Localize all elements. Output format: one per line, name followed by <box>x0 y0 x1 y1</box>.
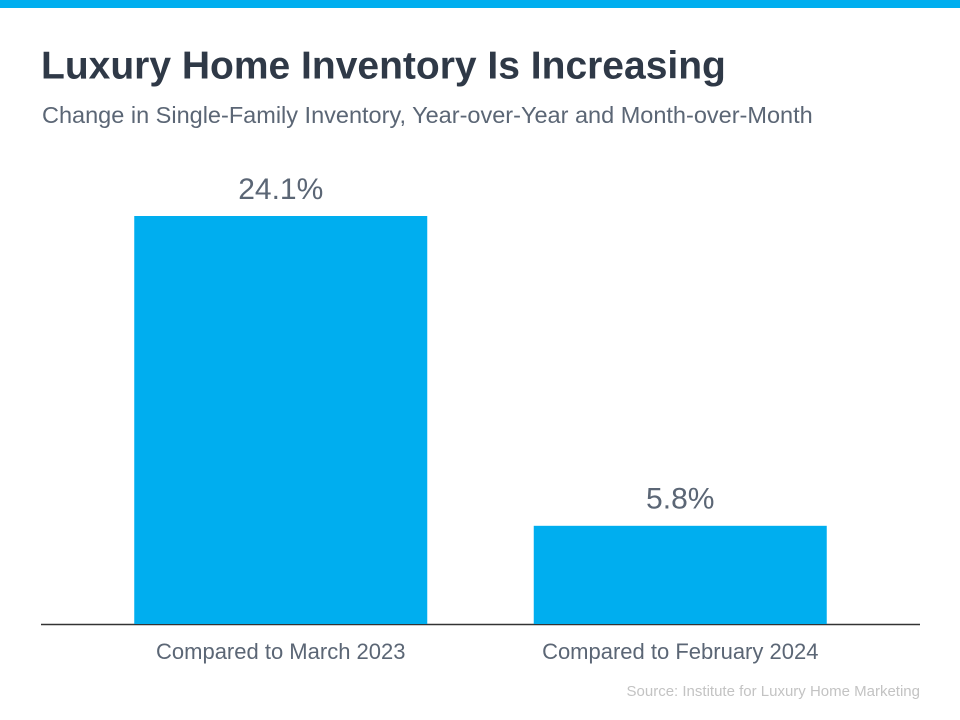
chart-title: Luxury Home Inventory Is Increasing <box>41 44 726 87</box>
top-strip <box>0 0 960 8</box>
bar <box>533 525 827 624</box>
chart-subtitle: Change in Single-Family Inventory, Year-… <box>42 102 813 128</box>
x-tick-label: Compared to February 2024 <box>542 639 818 664</box>
x-tick-label: Compared to March 2023 <box>156 639 405 664</box>
bar <box>134 216 428 624</box>
value-label: 5.8% <box>646 483 714 516</box>
value-label: 24.1% <box>238 173 323 206</box>
source: Source: Institute for Luxury Home Market… <box>627 683 920 700</box>
